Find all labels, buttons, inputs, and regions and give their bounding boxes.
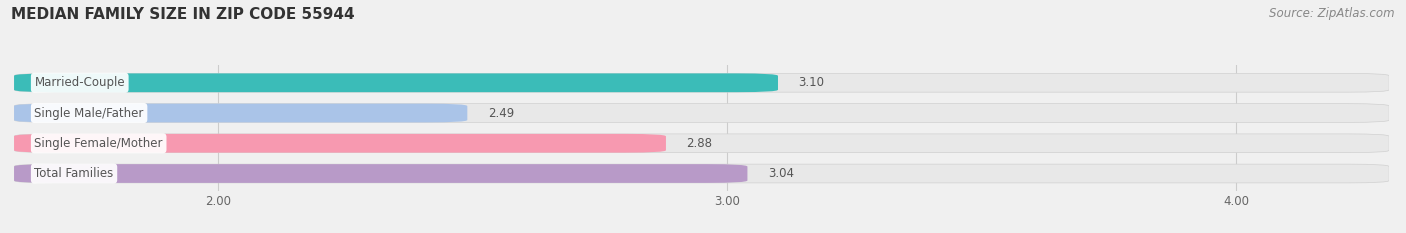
FancyBboxPatch shape (14, 104, 467, 122)
Text: Single Female/Mother: Single Female/Mother (34, 137, 163, 150)
FancyBboxPatch shape (14, 73, 1389, 92)
FancyBboxPatch shape (14, 134, 666, 153)
Text: 2.49: 2.49 (488, 106, 515, 120)
Text: MEDIAN FAMILY SIZE IN ZIP CODE 55944: MEDIAN FAMILY SIZE IN ZIP CODE 55944 (11, 7, 354, 22)
FancyBboxPatch shape (14, 73, 778, 92)
FancyBboxPatch shape (14, 104, 1389, 122)
Text: Married-Couple: Married-Couple (34, 76, 125, 89)
Text: 2.88: 2.88 (686, 137, 713, 150)
Text: Single Male/Father: Single Male/Father (34, 106, 143, 120)
Text: 3.04: 3.04 (768, 167, 794, 180)
FancyBboxPatch shape (14, 134, 1389, 153)
Text: 3.10: 3.10 (799, 76, 824, 89)
FancyBboxPatch shape (14, 164, 1389, 183)
Text: Total Families: Total Families (34, 167, 114, 180)
FancyBboxPatch shape (14, 164, 748, 183)
Text: Source: ZipAtlas.com: Source: ZipAtlas.com (1270, 7, 1395, 20)
